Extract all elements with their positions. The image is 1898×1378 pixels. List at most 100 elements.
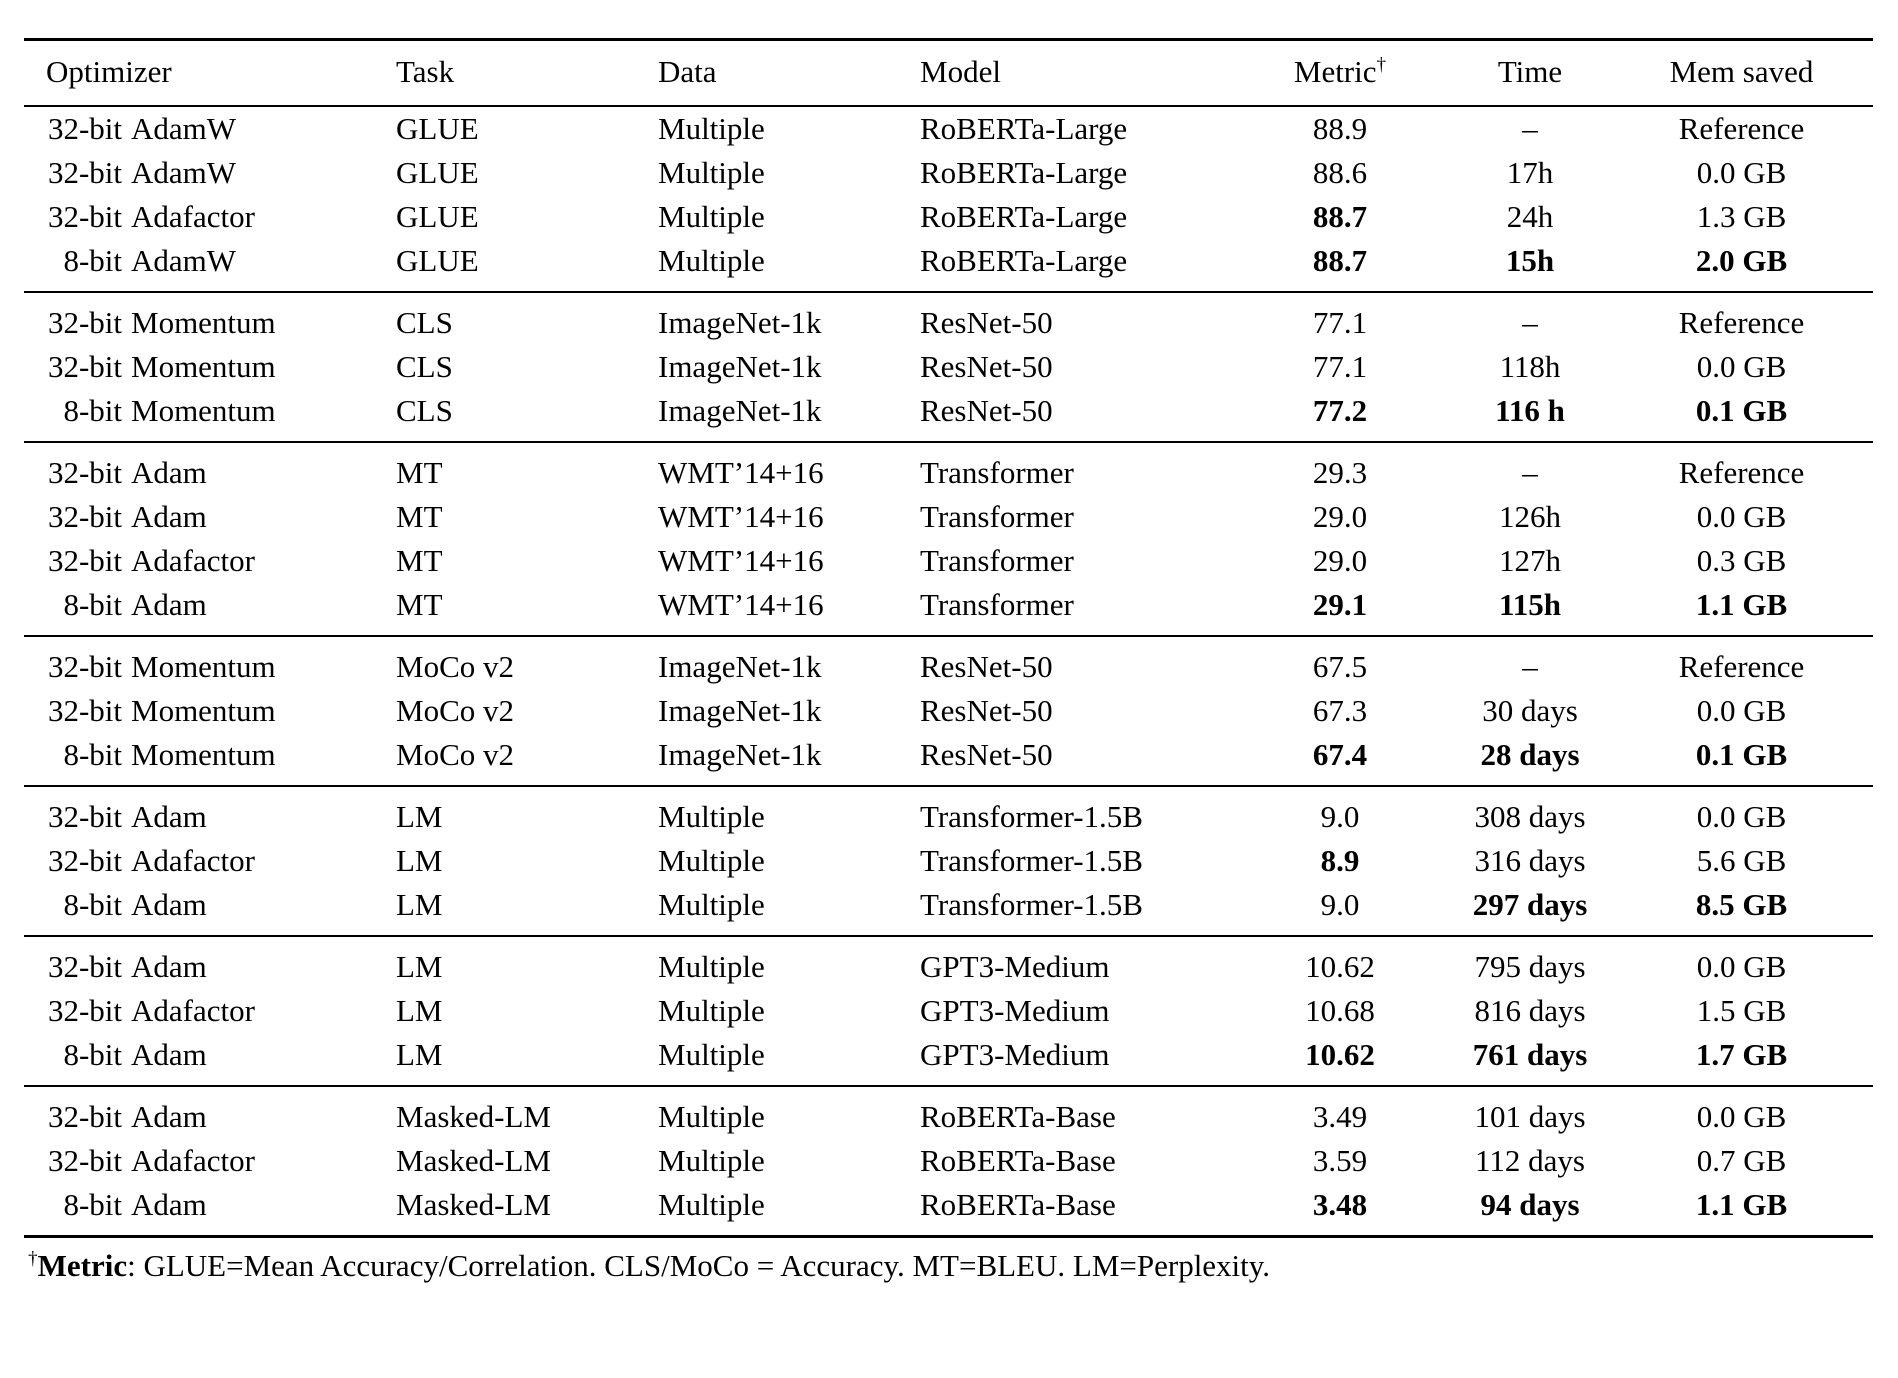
cell-time: 15h <box>1505 243 1555 278</box>
cell-metric: 77.1 <box>1312 349 1368 384</box>
table-row: 32-bit Adam MT WMT’14+16 Transformer 29.0… <box>24 495 1873 539</box>
col-header-metric: Metric† <box>1230 39 1450 107</box>
cell-model: Transformer <box>920 499 1074 534</box>
cell-mem-saved: 0.1 GB <box>1695 737 1788 772</box>
cell-metric: 10.68 <box>1305 993 1375 1028</box>
cell-metric: 88.6 <box>1312 155 1368 190</box>
cell-metric: 88.7 <box>1312 199 1368 234</box>
optimizer-name: Adam <box>131 887 207 922</box>
optimizer-name: Adafactor <box>131 199 255 234</box>
cell-data: Multiple <box>640 935 905 989</box>
table-row: 8-bit Adam Masked-LM Multiple RoBERTa-Bas… <box>24 1183 1873 1237</box>
table-row: 8-bit Momentum CLS ImageNet-1k ResNet-50 … <box>24 389 1873 442</box>
table-row: 32-bit Momentum MoCo v2 ImageNet-1k ResNe… <box>24 635 1873 689</box>
cell-metric: 10.62 <box>1305 1037 1375 1072</box>
cell-mem-saved: 2.0 GB <box>1695 243 1788 278</box>
cell-metric: 3.59 <box>1312 1143 1368 1178</box>
optimizer-name: Adam <box>131 455 207 490</box>
cell-metric: 67.5 <box>1230 635 1450 689</box>
cell-task: CLS <box>380 291 640 345</box>
cell-mem-saved: 1.3 GB <box>1696 199 1787 234</box>
optimizer-name: Momentum <box>131 737 276 772</box>
cell-optimizer: 8-bit Momentum <box>24 389 380 442</box>
cell-time: – <box>1450 291 1610 345</box>
cell-model: Transformer <box>920 543 1074 578</box>
cell-time: 115h <box>1498 587 1562 622</box>
table-row: 32-bit Momentum MoCo v2 ImageNet-1k ResNe… <box>24 689 1873 733</box>
cell-time: 316 days <box>1474 843 1586 878</box>
optimizer-bit-prefix: 8-bit <box>63 587 122 622</box>
optimizer-name: AdamW <box>131 155 237 190</box>
cell-mem-saved: 1.1 GB <box>1695 587 1788 622</box>
optimizer-bit-prefix: 32-bit <box>47 843 122 878</box>
cell-task: Masked-LM <box>396 1187 551 1222</box>
cell-mem-saved: Reference <box>1610 441 1873 495</box>
cell-time: – <box>1450 635 1610 689</box>
cell-task: LM <box>396 887 443 922</box>
cell-metric: 88.7 <box>1312 243 1368 278</box>
cell-task: MT <box>396 499 443 534</box>
table-row: 32-bit AdamW GLUE Multiple RoBERTa-Large … <box>24 106 1873 151</box>
cell-optimizer: 32-bit Adafactor <box>24 539 380 583</box>
optimizer-name: Momentum <box>131 649 276 684</box>
dagger-icon: † <box>28 1248 38 1270</box>
cell-metric: 77.1 <box>1230 291 1450 345</box>
cell-mem-saved: 0.0 GB <box>1696 155 1787 190</box>
cell-optimizer: 32-bit Momentum <box>24 635 380 689</box>
table-row: 32-bit Adafactor LM Multiple GPT3-Medium … <box>24 989 1873 1033</box>
cell-mem-saved: Reference <box>1678 111 1805 146</box>
optimizer-bit-prefix: 32-bit <box>47 155 122 190</box>
table-row: 8-bit Adam MT WMT’14+16 Transformer 29.1 … <box>24 583 1873 636</box>
table-row: 8-bit Adam LM Multiple Transformer-1.5B 9… <box>24 883 1873 936</box>
table-row: 32-bit Adafactor Masked-LM Multiple RoBER… <box>24 1139 1873 1183</box>
cell-task: MoCo v2 <box>380 635 640 689</box>
optimizer-name: Adam <box>131 949 207 984</box>
cell-mem-saved: 0.7 GB <box>1696 1143 1787 1178</box>
optimizer-bit-prefix: 8-bit <box>63 393 122 428</box>
cell-model: RoBERTa-Large <box>920 243 1128 278</box>
col-header-task: Task <box>380 39 640 107</box>
optimizer-bit-prefix: 32-bit <box>47 649 122 684</box>
optimizer-bit-prefix: 32-bit <box>47 305 122 340</box>
cell-mem-saved: 0.3 GB <box>1696 543 1787 578</box>
optimizer-results-table: Optimizer Task Data Model Metric† Time M… <box>24 38 1873 1238</box>
optimizer-bit-prefix: 32-bit <box>47 349 122 384</box>
cell-time: 94 days <box>1480 1187 1580 1222</box>
cell-optimizer: 32-bit AdamW <box>24 151 380 195</box>
cell-optimizer: 32-bit Adafactor <box>24 839 380 883</box>
optimizer-name: Adam <box>131 1187 207 1222</box>
cell-task: MoCo v2 <box>396 737 514 772</box>
cell-optimizer: 8-bit AdamW <box>24 239 380 292</box>
table-row: 32-bit Adam Masked-LM Multiple RoBERTa-Ba… <box>24 1085 1873 1139</box>
cell-data: Multiple <box>658 887 765 922</box>
cell-optimizer: 8-bit Momentum <box>24 733 380 786</box>
cell-task: CLS <box>396 393 453 428</box>
cell-data: ImageNet-1k <box>658 737 822 772</box>
cell-time: 118h <box>1499 349 1561 384</box>
cell-task: GLUE <box>396 243 479 278</box>
optimizer-name: Adam <box>131 1099 207 1134</box>
table-row: 32-bit Adafactor GLUE Multiple RoBERTa-La… <box>24 195 1873 239</box>
cell-optimizer: 32-bit Adam <box>24 1085 380 1139</box>
cell-task: LM <box>380 785 640 839</box>
cell-time: 126h <box>1499 499 1561 534</box>
cell-optimizer: 32-bit Adafactor <box>24 989 380 1033</box>
cell-data: ImageNet-1k <box>640 291 905 345</box>
cell-data: Multiple <box>658 1143 765 1178</box>
cell-time: 116 h <box>1495 393 1565 428</box>
cell-metric: 29.0 <box>1312 499 1368 534</box>
table-footnote: †Metric: GLUE=Mean Accuracy/Correlation.… <box>24 1238 1873 1285</box>
table-row: 32-bit Momentum CLS ImageNet-1k ResNet-50… <box>24 345 1873 389</box>
col-header-model: Model <box>905 39 1230 107</box>
cell-model: Transformer-1.5B <box>905 785 1230 839</box>
cell-metric: 9.0 <box>1320 887 1360 922</box>
cell-time: 127h <box>1499 543 1561 578</box>
cell-task: LM <box>380 935 640 989</box>
results-table-wrap: Optimizer Task Data Model Metric† Time M… <box>24 38 1873 1285</box>
cell-task: MT <box>396 543 443 578</box>
cell-task: LM <box>396 1037 443 1072</box>
cell-task: Masked-LM <box>396 1143 551 1178</box>
cell-time: 297 days <box>1472 887 1588 922</box>
cell-optimizer: 32-bit Adam <box>24 441 380 495</box>
cell-data: Multiple <box>658 199 765 234</box>
